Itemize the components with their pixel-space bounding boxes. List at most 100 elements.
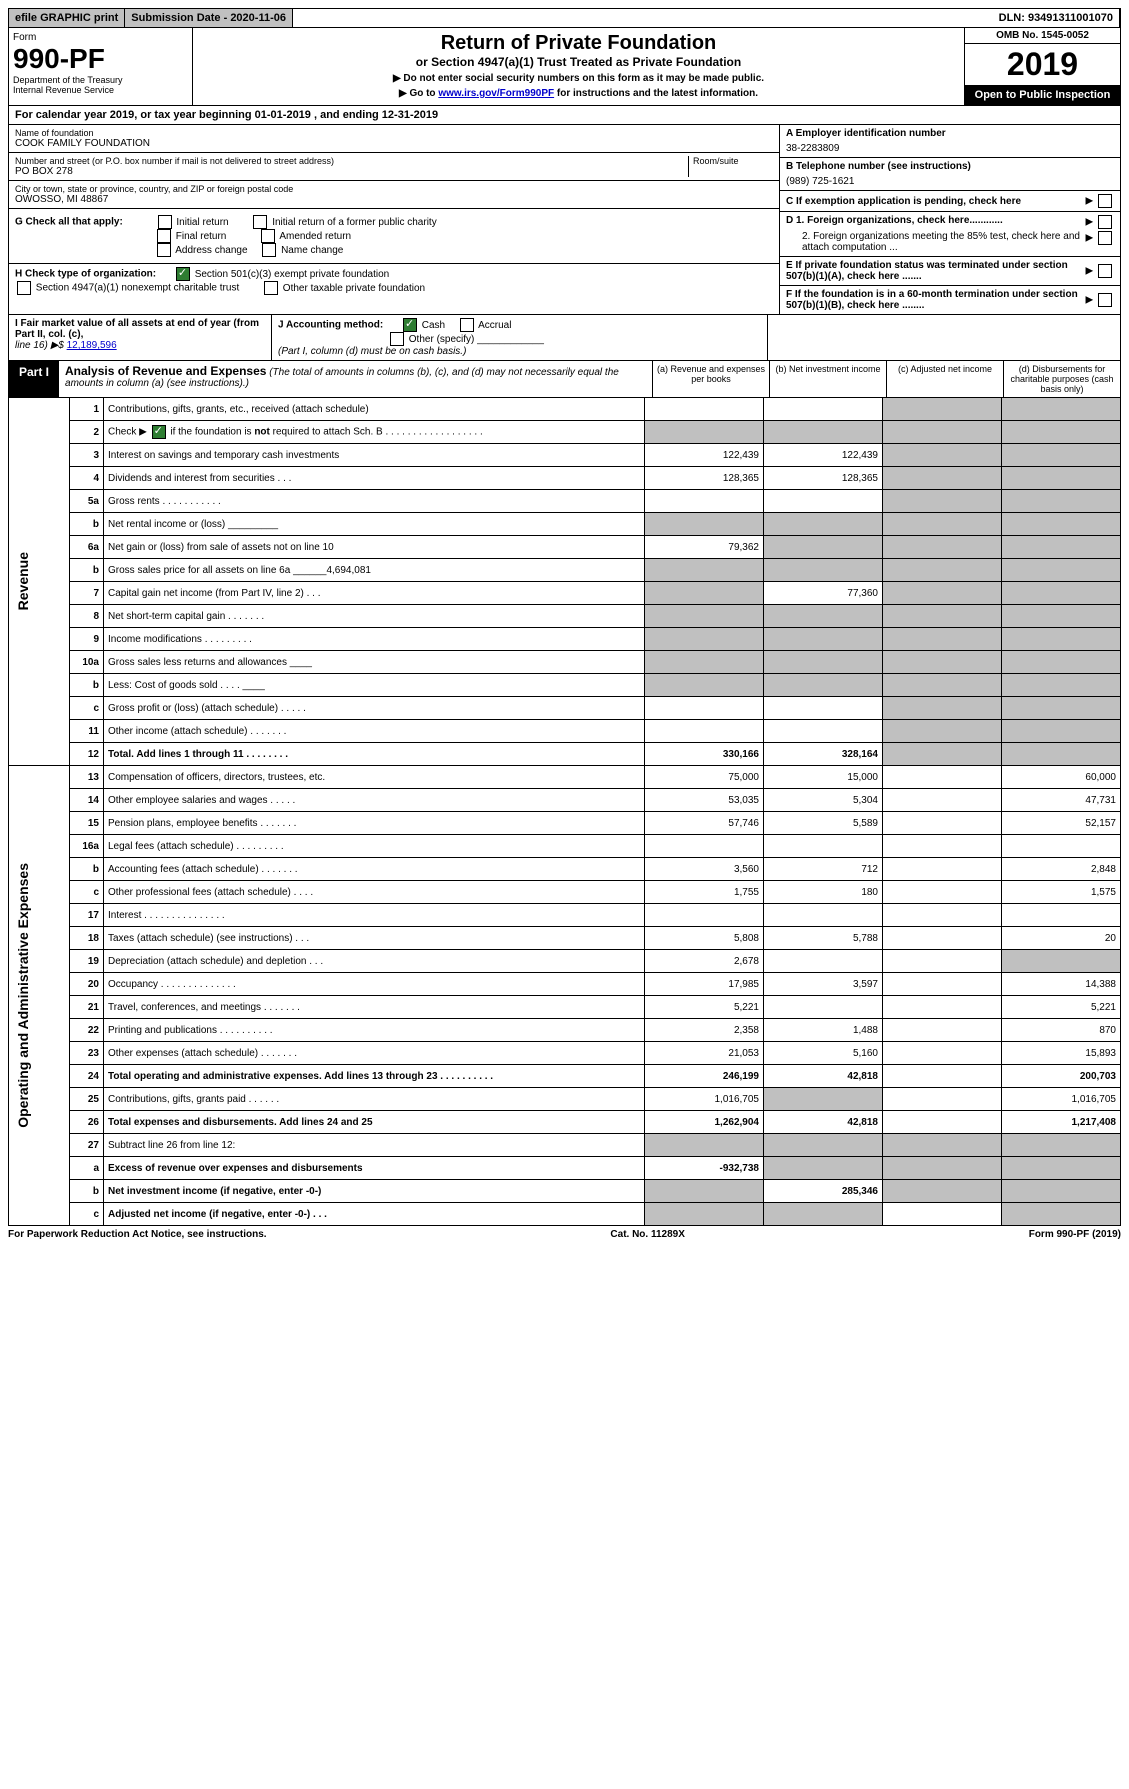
table-cell: 75,000 bbox=[645, 766, 764, 789]
table-cell bbox=[883, 490, 1002, 513]
form-link[interactable]: www.irs.gov/Form990PF bbox=[438, 88, 554, 99]
j-label: J Accounting method: bbox=[278, 320, 383, 331]
table-cell bbox=[883, 766, 1002, 789]
chk-d1[interactable] bbox=[1098, 215, 1112, 229]
line-desc: Other employee salaries and wages . . . … bbox=[104, 789, 645, 812]
table-cell: 5,160 bbox=[764, 1042, 883, 1065]
table-row: cAdjusted net income (if negative, enter… bbox=[9, 1203, 1121, 1226]
table-cell: 57,746 bbox=[645, 812, 764, 835]
table-cell bbox=[883, 1042, 1002, 1065]
table-cell bbox=[1002, 628, 1121, 651]
table-cell: 1,575 bbox=[1002, 881, 1121, 904]
form-label: Form bbox=[13, 32, 188, 43]
chk-initial[interactable] bbox=[158, 215, 172, 229]
table-cell bbox=[764, 697, 883, 720]
addr-label: Number and street (or P.O. box number if… bbox=[15, 156, 688, 166]
chk-c[interactable] bbox=[1098, 194, 1112, 208]
chk-other-acct[interactable] bbox=[390, 332, 404, 346]
table-cell: 42,818 bbox=[764, 1065, 883, 1088]
schedule-table: Revenue1Contributions, gifts, grants, et… bbox=[8, 398, 1121, 1226]
table-cell bbox=[1002, 582, 1121, 605]
chk-accrual[interactable] bbox=[460, 318, 474, 332]
table-cell bbox=[883, 881, 1002, 904]
fmv-value[interactable]: 12,189,596 bbox=[67, 340, 117, 351]
table-row: 8Net short-term capital gain . . . . . .… bbox=[9, 605, 1121, 628]
table-cell bbox=[883, 812, 1002, 835]
table-row: bNet investment income (if negative, ent… bbox=[9, 1180, 1121, 1203]
line-number: 16a bbox=[70, 835, 104, 858]
line-number: c bbox=[70, 1203, 104, 1226]
line-number: 15 bbox=[70, 812, 104, 835]
table-cell: 328,164 bbox=[764, 743, 883, 766]
line-number: c bbox=[70, 881, 104, 904]
line-desc: Subtract line 26 from line 12: bbox=[104, 1134, 645, 1157]
table-cell bbox=[764, 513, 883, 536]
chk-501c3[interactable] bbox=[176, 267, 190, 281]
table-cell: 5,221 bbox=[1002, 996, 1121, 1019]
line-number: b bbox=[70, 858, 104, 881]
instr2: ▶ Go to www.irs.gov/Form990PF for instru… bbox=[197, 88, 960, 99]
table-cell bbox=[883, 582, 1002, 605]
table-row: 24Total operating and administrative exp… bbox=[9, 1065, 1121, 1088]
chk-other-tax[interactable] bbox=[264, 281, 278, 295]
line-number: 8 bbox=[70, 605, 104, 628]
table-cell bbox=[883, 743, 1002, 766]
table-cell bbox=[764, 835, 883, 858]
table-cell bbox=[645, 398, 764, 421]
line-desc: Net rental income or (loss) _________ bbox=[104, 513, 645, 536]
table-cell: 870 bbox=[1002, 1019, 1121, 1042]
part-label: Part I bbox=[9, 361, 59, 397]
table-cell: 1,755 bbox=[645, 881, 764, 904]
table-row: 16aLegal fees (attach schedule) . . . . … bbox=[9, 835, 1121, 858]
table-cell bbox=[883, 1065, 1002, 1088]
line-number: 14 bbox=[70, 789, 104, 812]
line-desc: Depreciation (attach schedule) and deple… bbox=[104, 950, 645, 973]
chk-e[interactable] bbox=[1098, 264, 1112, 278]
chk-name[interactable] bbox=[262, 243, 276, 257]
table-cell bbox=[764, 950, 883, 973]
table-row: 19Depreciation (attach schedule) and dep… bbox=[9, 950, 1121, 973]
table-cell: 5,589 bbox=[764, 812, 883, 835]
table-row: 17Interest . . . . . . . . . . . . . . . bbox=[9, 904, 1121, 927]
phone: (989) 725-1621 bbox=[786, 176, 1114, 187]
f-label: F If the foundation is in a 60-month ter… bbox=[786, 289, 1086, 311]
line-number: b bbox=[70, 1180, 104, 1203]
line-number: 21 bbox=[70, 996, 104, 1019]
table-cell: 77,360 bbox=[764, 582, 883, 605]
chk-f[interactable] bbox=[1098, 293, 1112, 307]
line-number: 24 bbox=[70, 1065, 104, 1088]
chk-final[interactable] bbox=[157, 229, 171, 243]
name-label: Name of foundation bbox=[15, 128, 773, 138]
dept2: Internal Revenue Service bbox=[13, 85, 188, 95]
table-row: 15Pension plans, employee benefits . . .… bbox=[9, 812, 1121, 835]
table-row: 9Income modifications . . . . . . . . . bbox=[9, 628, 1121, 651]
chk-d2[interactable] bbox=[1098, 231, 1112, 245]
footer-right: Form 990-PF (2019) bbox=[1029, 1229, 1121, 1240]
table-cell: 128,365 bbox=[764, 467, 883, 490]
line-desc: Total expenses and disbursements. Add li… bbox=[104, 1111, 645, 1134]
table-cell bbox=[645, 720, 764, 743]
table-cell: 79,362 bbox=[645, 536, 764, 559]
table-cell bbox=[645, 582, 764, 605]
chk-cash[interactable] bbox=[403, 318, 417, 332]
chk-amended[interactable] bbox=[261, 229, 275, 243]
table-cell: 5,808 bbox=[645, 927, 764, 950]
chk-address[interactable] bbox=[157, 243, 171, 257]
footer-mid: Cat. No. 11289X bbox=[610, 1229, 684, 1240]
table-row: bLess: Cost of goods sold . . . . ____ bbox=[9, 674, 1121, 697]
table-cell bbox=[1002, 835, 1121, 858]
table-row: 5aGross rents . . . . . . . . . . . bbox=[9, 490, 1121, 513]
table-cell: 5,221 bbox=[645, 996, 764, 1019]
table-cell bbox=[883, 605, 1002, 628]
table-cell: 21,053 bbox=[645, 1042, 764, 1065]
table-cell bbox=[883, 973, 1002, 996]
line-desc: Net investment income (if negative, ente… bbox=[104, 1180, 645, 1203]
line-number: 17 bbox=[70, 904, 104, 927]
efile-label[interactable]: efile GRAPHIC print bbox=[9, 9, 125, 27]
table-cell bbox=[883, 789, 1002, 812]
chk-4947[interactable] bbox=[17, 281, 31, 295]
chk-initial-former[interactable] bbox=[253, 215, 267, 229]
section-label: Revenue bbox=[9, 398, 70, 766]
table-row: 22Printing and publications . . . . . . … bbox=[9, 1019, 1121, 1042]
table-cell bbox=[1002, 743, 1121, 766]
